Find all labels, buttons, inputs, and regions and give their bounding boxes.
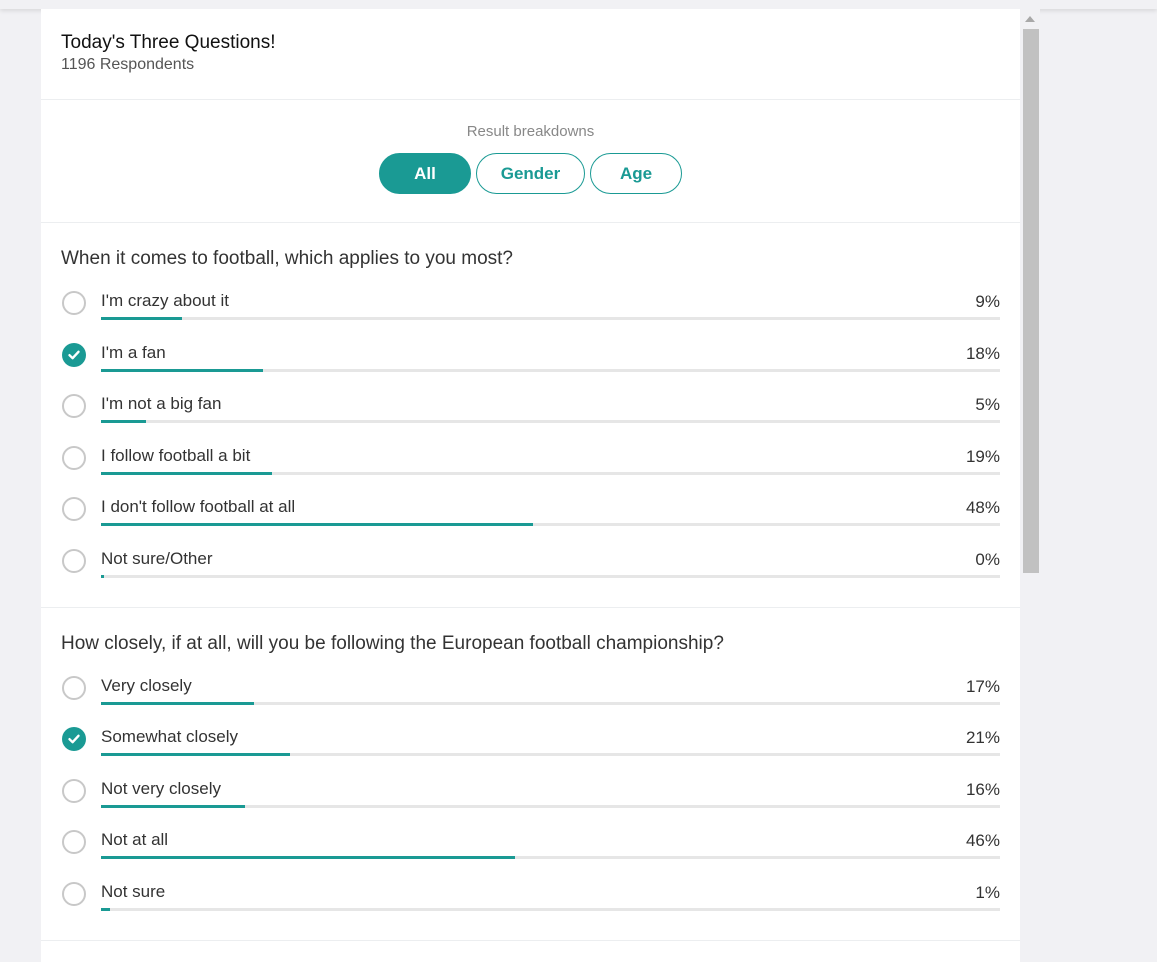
radio-button[interactable] [62,445,86,470]
result-bar-fill [101,804,245,808]
option-percent: 5% [975,395,1000,415]
radio-button[interactable] [62,548,86,573]
answer-option[interactable]: Not sure/Other 0% [61,536,1000,588]
scroll-up-arrow-icon[interactable] [1025,16,1035,22]
result-bar-fill [101,856,515,860]
option-percent: 18% [965,343,1000,363]
question-block: How closely, if at all, will you be foll… [41,608,1020,941]
breakdowns-label: Result breakdowns [466,123,595,140]
result-bar-fill [101,420,146,424]
option-percent: 16% [965,779,1000,799]
breakdown-all-button[interactable]: All [379,153,471,194]
answer-option[interactable]: I'm a fan 18% [61,330,1000,382]
option-label: I don't follow football at all [101,497,296,517]
radio-button[interactable] [62,497,86,522]
result-bar-track [101,907,1000,911]
questions-list: When it comes to football, which applies… [41,223,1020,962]
result-bar-track [101,701,1000,705]
result-bar-fill [101,471,272,475]
option-percent: 48% [965,498,1000,518]
breakdown-gender-button[interactable]: Gender [476,153,585,194]
option-label: Not sure [101,881,166,901]
option-percent: 0% [975,549,1000,569]
option-percent: 19% [965,446,1000,466]
top-shadow-bar [0,0,1157,9]
result-bar-fill [101,907,110,911]
option-label: Very closely [101,675,192,695]
result-bar-track [101,368,1000,372]
result-bar-fill [101,317,182,320]
option-label: I'm crazy about it [101,291,229,310]
option-percent: 21% [965,728,1000,748]
result-bar-track [101,523,1000,527]
answer-option[interactable]: Not sure 1% [61,869,1000,921]
answer-option[interactable]: Not at all 46% [61,817,1000,869]
option-label: Not sure/Other [101,548,213,568]
breakdown-buttons: All Gender Age [379,153,682,194]
radio-button[interactable] [62,881,86,906]
answer-option[interactable]: Very closely 17% [61,663,1000,715]
answer-option[interactable]: I'm crazy about it 9% [61,278,1000,330]
result-bar-track [101,856,1000,860]
scroll-thumb[interactable] [1023,29,1039,573]
option-label: I'm a fan [101,342,166,362]
result-bar-fill [101,701,254,705]
option-label: Not very closely [101,778,221,798]
radio-selected[interactable] [62,342,86,367]
result-bar-fill [101,574,105,578]
option-percent: 46% [965,831,1000,851]
answer-option[interactable]: I'm not a big fan 5% [61,381,1000,433]
option-label: I follow football a bit [101,445,251,465]
result-bar-track [101,471,1000,475]
option-percent: 17% [965,676,1000,696]
question-block: When it comes to football, which applies… [41,223,1020,608]
result-bar-fill [101,753,290,757]
option-label: Not at all [101,830,169,850]
radio-button[interactable] [62,291,86,315]
question-text: When it comes to football, which applies… [61,248,514,269]
breakdown-age-button[interactable]: Age [590,153,682,194]
result-breakdowns: Result breakdowns All Gender Age [41,100,1020,223]
answer-option[interactable]: I follow football a bit 19% [61,433,1000,485]
options-list: I'm crazy about it 9% I'm a fan 18% I'm not … [61,270,1000,607]
question-text: How closely, if at all, will you be foll… [61,632,724,654]
result-bar-track [101,574,1000,578]
poll-title: Today's Three Questions! [61,32,276,53]
check-icon [68,734,80,744]
result-bar-fill [101,523,533,527]
poll-results-card: Today's Three Questions! 1196 Respondent… [41,9,1020,962]
question-text: Which team do you think will win the cup… [61,941,1000,962]
answer-option[interactable]: I don't follow football at all 48% [61,484,1000,536]
scrollbar[interactable] [1020,9,1040,962]
poll-header: Today's Three Questions! 1196 Respondent… [41,9,1020,100]
radio-button[interactable] [62,830,86,855]
radio-button[interactable] [62,394,86,419]
option-percent: 9% [975,292,1000,311]
options-list: Very closely 17% Somewhat closely 21% Not ve… [61,655,1000,940]
option-percent: 1% [975,882,1000,902]
result-bar-track [101,420,1000,424]
radio-selected[interactable] [62,727,86,752]
answer-option[interactable]: Not very closely 16% [61,766,1000,818]
result-bar-fill [101,368,263,372]
answer-option[interactable]: Somewhat closely 21% [61,714,1000,766]
result-bar-track [101,804,1000,808]
question-block: Which team do you think will win the cup… [41,941,1020,962]
option-label: I'm not a big fan [101,394,222,414]
result-bar-track [101,317,1000,320]
radio-button[interactable] [62,778,86,803]
radio-button[interactable] [62,675,86,700]
check-icon [68,350,80,359]
respondents-count: 1196 Respondents [61,56,195,73]
result-bar-track [101,753,1000,757]
option-label: Somewhat closely [101,727,239,747]
